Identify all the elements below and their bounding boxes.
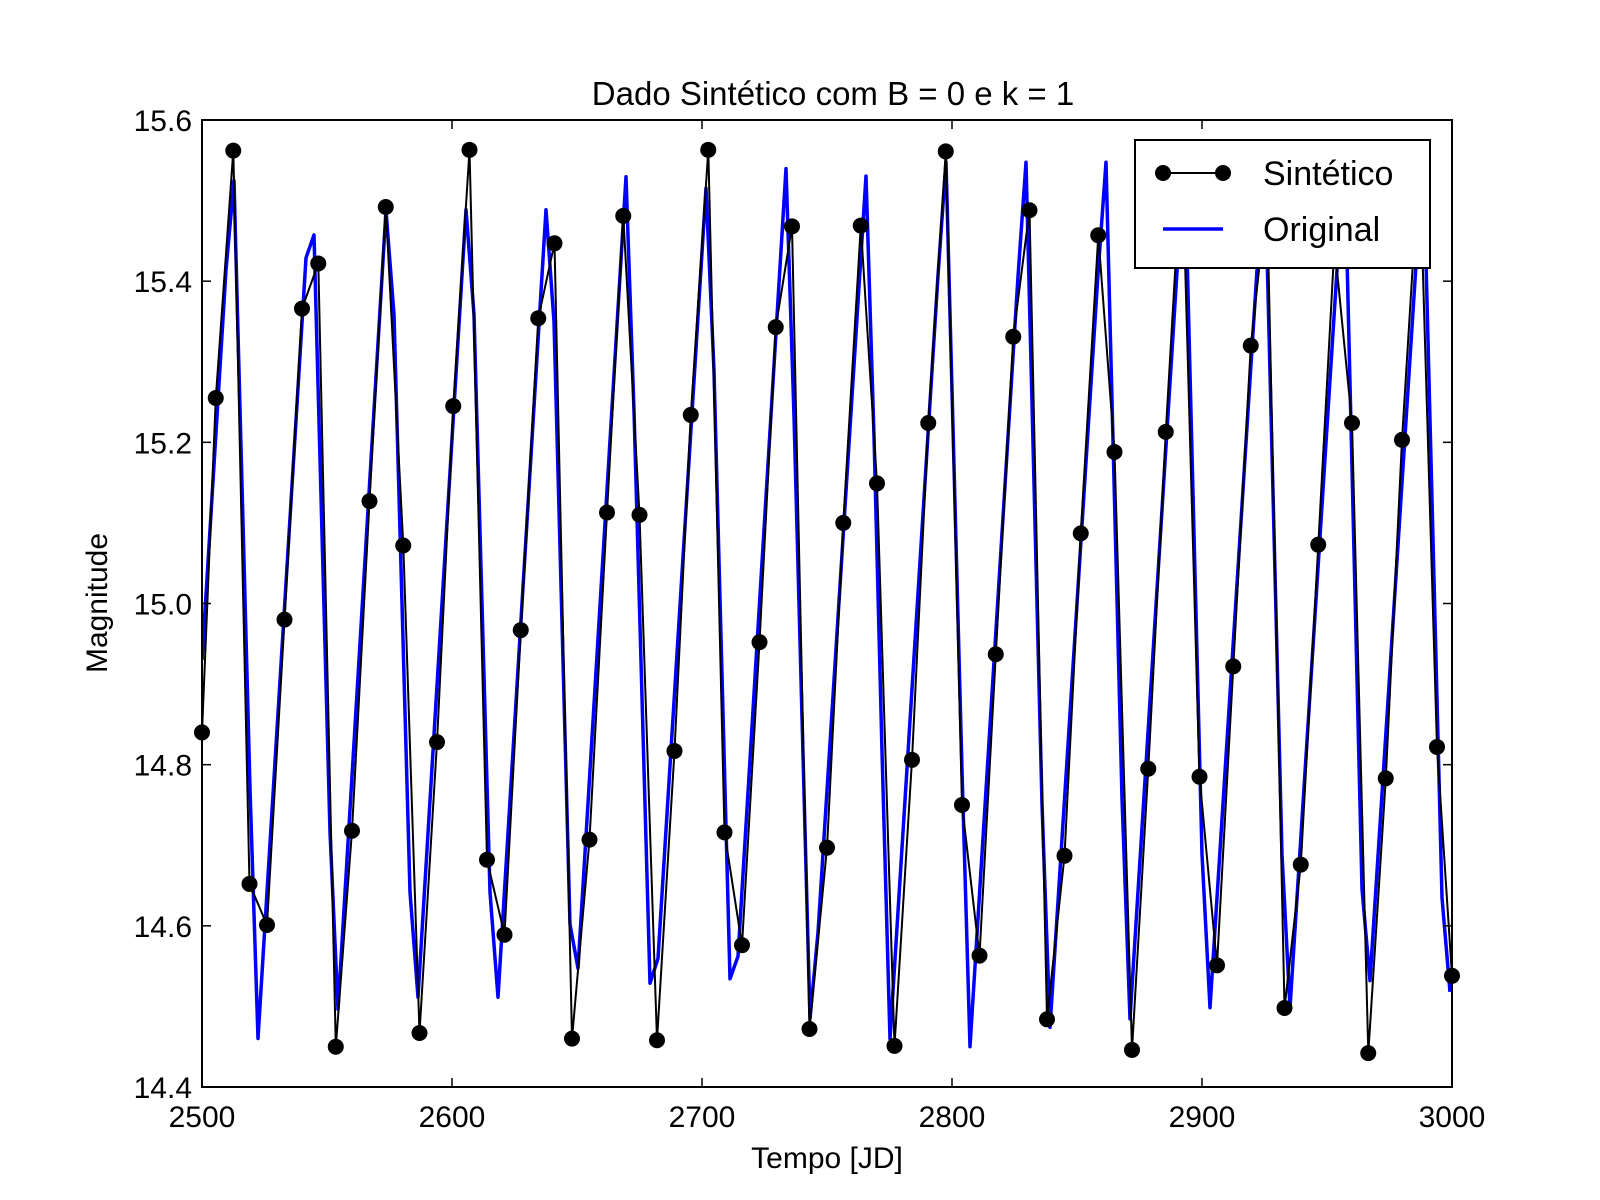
series-sintetico-point: [971, 947, 988, 964]
legend-marker-sintetico-left: [1155, 165, 1171, 181]
series-sintetico-point: [852, 217, 869, 234]
series-sintetico-point: [411, 1025, 428, 1042]
y-tick-label: 15.0: [134, 589, 192, 622]
x-tick-label: 2600: [419, 1101, 486, 1134]
x-tick-label: 2500: [169, 1101, 236, 1134]
series-sintetico-point: [327, 1038, 344, 1055]
series-sintetico-point: [1039, 1011, 1055, 1028]
series-sintetico-point: [599, 504, 615, 521]
legend-label-original: Original: [1263, 211, 1380, 249]
series-sintetico-point: [581, 831, 598, 848]
plot-area: [194, 119, 1460, 1088]
series-sintetico-point: [429, 734, 445, 751]
series-sintetico-point: [631, 506, 648, 523]
series-sintetico-point: [1377, 770, 1394, 787]
series-sintetico-point: [479, 851, 495, 868]
series-sintetico-point: [937, 143, 954, 160]
series-sintetico-point: [225, 142, 242, 159]
series-sintetico-point: [361, 493, 378, 510]
series-sintetico-point: [869, 475, 885, 492]
series-sintetico-point: [615, 207, 632, 224]
series-sintetico-point: [259, 917, 275, 934]
series-sintetico-point: [377, 199, 394, 216]
series-sintetico-point: [1209, 957, 1225, 974]
series-sintetico-point: [1394, 431, 1410, 448]
series-sintetico-point: [1444, 967, 1460, 984]
ticks-layer: 2500 2600 2700 2800 2900 3000 14.4 14.6 14.8 15.0…: [134, 105, 1486, 1134]
series-sintetico-point: [1021, 202, 1038, 219]
series-sintetico-point: [530, 310, 547, 327]
series-sintetico-point: [546, 235, 563, 252]
legend-label-sintetico: Sintético: [1263, 155, 1393, 193]
legend-marker-sintetico-right: [1215, 165, 1231, 181]
series-sintetico-point: [1292, 856, 1309, 873]
x-tick-label: 2900: [1169, 1101, 1236, 1134]
series-sintetico-point: [801, 1020, 818, 1037]
series-sintetico-point: [1191, 768, 1208, 785]
series-sintetico-point: [512, 622, 529, 639]
series-sintetico-point: [310, 255, 327, 272]
series-sintetico-point: [445, 398, 462, 415]
series-sintetico-point: [767, 319, 784, 336]
series-sintetico-point: [784, 218, 800, 235]
series-sintetico-point: [682, 406, 699, 423]
y-tick-label: 14.4: [134, 1072, 192, 1105]
series-sintetico-point: [920, 414, 937, 431]
series-sintetico-point: [1242, 337, 1259, 354]
series-sintetico-point: [700, 141, 717, 158]
y-tick-label: 15.2: [134, 427, 192, 460]
series-sintetico-point: [1157, 423, 1174, 440]
series-sintetico-point: [461, 141, 478, 158]
chart-title: Dado Sintético com B = 0 e k = 1: [592, 75, 1074, 112]
series-sintetico-point: [194, 724, 210, 741]
series-sintetico-point: [954, 796, 970, 813]
series-sintetico-point: [734, 937, 750, 954]
series-sintetico-point: [649, 1032, 665, 1049]
series-sintetico-point: [564, 1030, 580, 1047]
series-sintetico-point: [1276, 1000, 1293, 1017]
series-sintetico-point: [344, 822, 360, 839]
series-sintetico-point: [835, 514, 852, 531]
series-sintetico-point: [241, 875, 258, 892]
series-sintetico-point: [1429, 738, 1445, 755]
legend-box: [1134, 139, 1431, 269]
plot-background: [202, 120, 1452, 1087]
y-axis-label: Magnitude: [81, 533, 114, 673]
series-sintetico-point: [1225, 658, 1242, 675]
series-sintetico-point: [496, 926, 513, 943]
series-sintetico-point: [819, 839, 835, 856]
series-sintetico-point: [1140, 760, 1157, 777]
x-tick-label: 2700: [669, 1101, 736, 1134]
series-sintetico-point: [1072, 525, 1089, 542]
y-tick-label: 14.6: [134, 911, 192, 944]
legend: Sintético Original: [1134, 139, 1431, 269]
series-sintetico-point: [1124, 1041, 1140, 1058]
series-sintetico-point: [1106, 444, 1123, 461]
series-sintetico-point: [886, 1037, 903, 1054]
y-tick-label: 14.8: [134, 750, 192, 783]
x-tick-label: 2800: [919, 1101, 986, 1134]
series-sintetico-point: [276, 611, 293, 628]
series-sintetico-point: [904, 751, 920, 768]
series-sintetico-point: [1344, 414, 1360, 431]
x-axis-label: Tempo [JD]: [751, 1142, 903, 1175]
series-sintetico-point: [1056, 847, 1073, 864]
series-sintetico-point: [1310, 536, 1327, 553]
series-sintetico-point: [294, 300, 310, 317]
x-tick-label: 3000: [1419, 1101, 1486, 1134]
series-sintetico-point: [987, 646, 1004, 663]
series-sintetico-point: [666, 742, 683, 759]
y-tick-label: 15.4: [134, 266, 192, 299]
series-sintetico-point: [716, 824, 733, 841]
series-sintetico-point: [207, 390, 224, 407]
series-sintetico-point: [1360, 1045, 1377, 1062]
series-sintetico-point: [1090, 227, 1107, 244]
series-sintetico-point: [751, 634, 768, 651]
y-tick-label: 15.6: [134, 105, 192, 138]
series-sintetico-point: [395, 537, 412, 554]
series-sintetico-point: [1005, 328, 1022, 345]
